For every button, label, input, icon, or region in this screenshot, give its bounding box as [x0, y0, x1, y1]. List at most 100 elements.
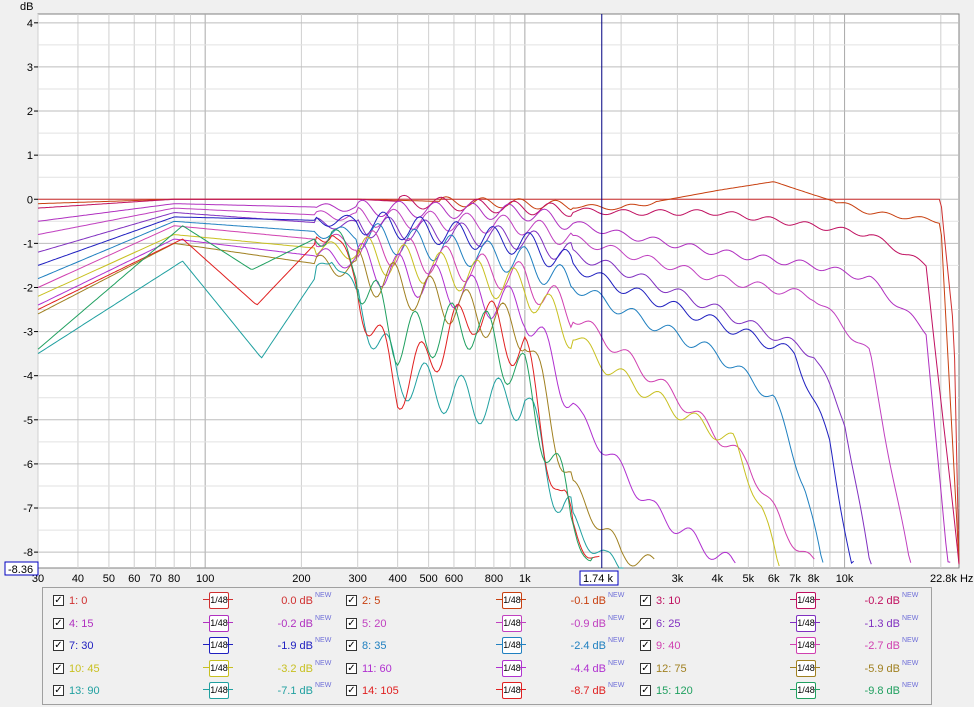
legend-item: ✓ 12: 75 1/48 -5.9 dB NEW — [630, 658, 923, 680]
smoothing-selector[interactable]: 1/48 — [790, 659, 820, 677]
legend-series-name: 14: 105 — [362, 685, 399, 697]
cursor-x-box — [579, 570, 619, 586]
y-tick-label: -1 — [23, 238, 33, 250]
legend-series-name: 5: 20 — [362, 617, 387, 630]
smoothing-selector[interactable]: 1/48 — [790, 592, 820, 609]
new-badge: NEW — [315, 682, 332, 689]
smoothing-selector[interactable]: 1/48 — [496, 659, 526, 677]
x-tick-label: 400 — [388, 573, 406, 585]
y-tick-label: 2 — [27, 106, 33, 118]
x-tick-label: 30 — [32, 573, 44, 585]
legend-checkbox[interactable]: ✓ — [346, 685, 357, 696]
legend-checkbox[interactable]: ✓ — [346, 662, 357, 674]
new-badge: NEW — [902, 614, 919, 622]
response-curve-8 — [37, 220, 824, 563]
smoothing-value: 1/48 — [209, 659, 229, 677]
response-curve-5 — [37, 206, 912, 563]
response-curve-15 — [37, 225, 594, 562]
legend-item: ✓ 10: 45 1/48 -3.2 dB NEW — [43, 658, 336, 680]
smoothing-selector[interactable]: 1/48 — [790, 614, 820, 632]
legend-level-value: -1.3 dB — [864, 617, 900, 630]
plot-area — [37, 13, 960, 569]
smoothing-value: 1/48 — [796, 592, 816, 609]
legend-checkbox[interactable]: ✓ — [53, 662, 64, 674]
new-badge: NEW — [315, 637, 332, 644]
y-tick-label: -8 — [23, 547, 33, 559]
x-tick-label: 70 — [150, 573, 162, 585]
smoothing-value: 1/48 — [502, 592, 522, 609]
response-curve-14 — [37, 234, 600, 559]
legend-level-value: -5.9 dB — [864, 662, 900, 675]
response-curve-6 — [37, 212, 872, 565]
legend-checkbox[interactable]: ✓ — [640, 685, 651, 696]
legend-item: ✓ 15: 120 1/48 -9.8 dB NEW — [630, 680, 923, 702]
legend-checkbox[interactable]: ✓ — [346, 640, 357, 651]
new-badge: NEW — [902, 637, 919, 644]
x-tick-label: 3k — [672, 573, 684, 585]
x-tick-label: 7k — [789, 573, 801, 585]
legend-checkbox[interactable]: ✓ — [346, 617, 357, 629]
x-tick-label: 500 — [419, 573, 437, 585]
y-tick-label: 3 — [27, 62, 33, 74]
legend-item: ✓ 8: 35 1/48 -2.4 dB NEW — [336, 635, 629, 657]
legend-checkbox[interactable]: ✓ — [640, 640, 651, 651]
smoothing-selector[interactable]: 1/48 — [203, 682, 233, 699]
smoothing-selector[interactable]: 1/48 — [203, 637, 233, 654]
x-axis-ticks: 30 40 50 60 70 80 100 200 300 400 500 600 800 1k 3k 4k 5… — [32, 573, 974, 585]
cursor-y-box — [4, 561, 39, 576]
legend-series-name: 3: 10 — [656, 595, 681, 607]
frequency-response-plot[interactable]: 4 3 2 1 0 -1 -2 -3 -4 -5 -6 -7 -8 30 40 50 60 70 80 100 200… — [0, 0, 974, 590]
legend-checkbox[interactable]: ✓ — [53, 595, 64, 606]
legend-level-value: -0.9 dB — [570, 617, 606, 630]
legend-checkbox[interactable]: ✓ — [346, 595, 357, 606]
legend-checkbox[interactable]: ✓ — [53, 685, 64, 696]
smoothing-value: 1/48 — [796, 614, 816, 632]
smoothing-value: 1/48 — [502, 637, 522, 654]
response-curve-3 — [37, 194, 960, 565]
legend-item: ✓ 6: 25 1/48 -1.3 dB NEW — [630, 613, 923, 635]
legend-checkbox[interactable]: ✓ — [640, 595, 651, 606]
y-tick-label: -5 — [23, 415, 33, 427]
legend-series-name: 11: 60 — [362, 662, 392, 675]
legend-item: ✓ 3: 10 1/48 -0.2 dB NEW — [630, 590, 923, 612]
smoothing-value: 1/48 — [796, 682, 816, 699]
smoothing-selector[interactable]: 1/48 — [203, 659, 233, 677]
legend-level-value: -0.2 dB — [864, 595, 900, 607]
legend-checkbox[interactable]: ✓ — [53, 640, 64, 651]
legend-series-name: 13: 90 — [69, 685, 100, 697]
legend-level-value: -7.1 dB — [277, 685, 313, 697]
x-tick-label: 40 — [72, 573, 84, 585]
smoothing-selector[interactable]: 1/48 — [496, 592, 526, 609]
smoothing-selector[interactable]: 1/48 — [203, 614, 233, 632]
x-tick-label: 800 — [485, 573, 503, 585]
legend-checkbox[interactable]: ✓ — [53, 617, 64, 629]
legend-level-value: -0.1 dB — [570, 595, 606, 607]
legend-item: ✓ 13: 90 1/48 -7.1 dB NEW — [43, 680, 336, 702]
legend-checkbox[interactable]: ✓ — [640, 662, 651, 674]
legend-item: ✓ 5: 20 1/48 -0.9 dB NEW — [336, 613, 629, 635]
smoothing-selector[interactable]: 1/48 — [790, 637, 820, 654]
y-tick-label: 1 — [27, 150, 33, 162]
legend-item: ✓ 11: 60 1/48 -4.4 dB NEW — [336, 658, 629, 680]
smoothing-selector[interactable]: 1/48 — [203, 592, 233, 609]
new-badge: NEW — [608, 592, 625, 599]
smoothing-value: 1/48 — [502, 614, 522, 632]
legend-item: ✓ 9: 40 1/48 -2.7 dB NEW — [630, 635, 923, 657]
smoothing-value: 1/48 — [796, 637, 816, 654]
response-curve-4 — [37, 199, 951, 563]
legend-panel: ✓ 1: 0 1/48 0.0 dB NEW ✓ 2: 5 1/48 -0.1 dB NEW ✓ 3:… — [42, 587, 932, 705]
response-curve-13 — [37, 260, 624, 569]
smoothing-selector[interactable]: 1/48 — [790, 682, 820, 699]
smoothing-selector[interactable]: 1/48 — [496, 614, 526, 632]
smoothing-selector[interactable]: 1/48 — [496, 682, 526, 699]
smoothing-value: 1/48 — [209, 682, 229, 699]
y-tick-label: 4 — [27, 18, 33, 30]
y-axis-ticks: 4 3 2 1 0 -1 -2 -3 -4 -5 -6 -7 -8 — [23, 18, 38, 559]
grid-lines — [37, 14, 959, 568]
y-tick-label: 0 — [27, 194, 33, 206]
legend-item: ✓ 1: 0 1/48 0.0 dB NEW — [43, 590, 336, 612]
legend-level-value: -2.4 dB — [570, 640, 606, 652]
legend-checkbox[interactable]: ✓ — [640, 617, 651, 629]
smoothing-value: 1/48 — [796, 659, 816, 677]
smoothing-selector[interactable]: 1/48 — [496, 637, 526, 654]
